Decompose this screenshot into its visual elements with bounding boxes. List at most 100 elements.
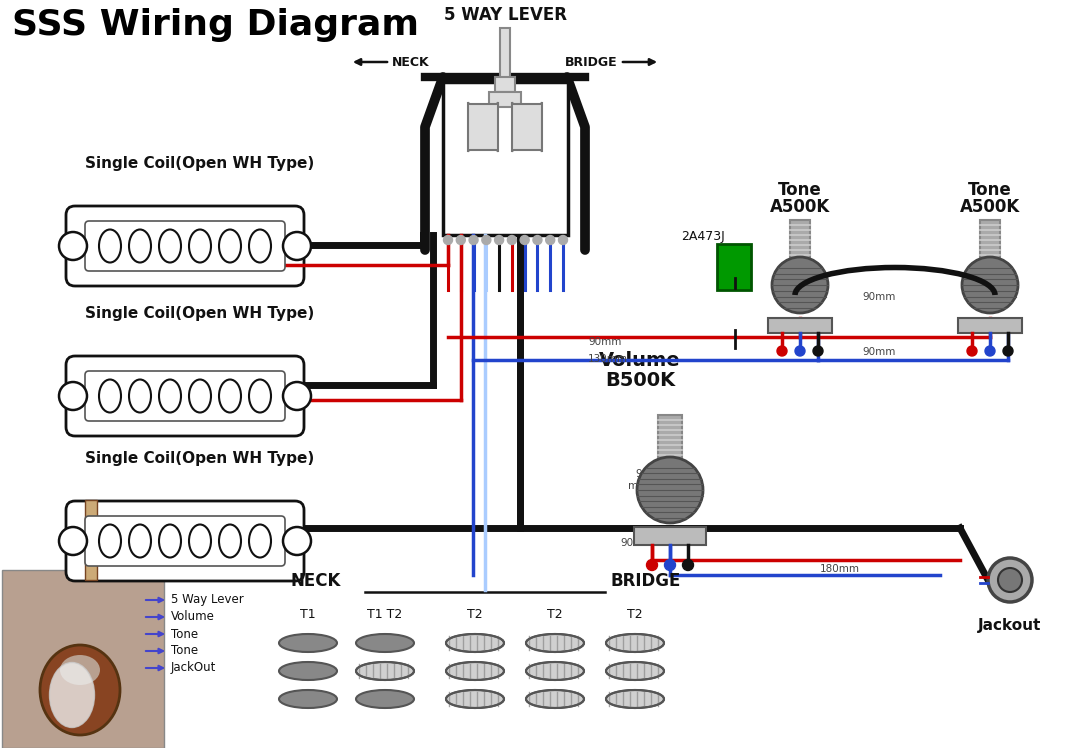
Ellipse shape	[99, 524, 121, 557]
Circle shape	[664, 560, 675, 571]
Circle shape	[637, 457, 703, 523]
Ellipse shape	[40, 645, 120, 735]
Circle shape	[967, 346, 977, 356]
Text: 90mm: 90mm	[620, 538, 653, 548]
Text: BRIDGE: BRIDGE	[565, 55, 618, 69]
Circle shape	[683, 560, 693, 571]
Text: NECK: NECK	[291, 572, 340, 590]
Text: NECK: NECK	[392, 55, 430, 69]
Ellipse shape	[159, 379, 181, 412]
FancyBboxPatch shape	[500, 28, 510, 82]
Ellipse shape	[159, 524, 181, 557]
Circle shape	[482, 236, 490, 245]
Text: JackOut: JackOut	[171, 661, 216, 675]
Text: A500K: A500K	[960, 198, 1021, 216]
Text: Single Coil(Open WH Type): Single Coil(Open WH Type)	[85, 156, 314, 171]
FancyBboxPatch shape	[2, 570, 164, 748]
Text: BRIDGE: BRIDGE	[610, 572, 680, 590]
Text: T1: T1	[300, 608, 315, 621]
Text: 5 Way Lever: 5 Way Lever	[171, 593, 244, 607]
FancyBboxPatch shape	[634, 527, 706, 545]
Circle shape	[283, 527, 311, 555]
Circle shape	[495, 236, 503, 245]
FancyBboxPatch shape	[468, 102, 498, 152]
Ellipse shape	[356, 662, 414, 680]
Text: Tone: Tone	[171, 645, 198, 657]
FancyBboxPatch shape	[85, 371, 285, 421]
Circle shape	[558, 236, 567, 245]
Ellipse shape	[279, 634, 337, 652]
Text: SSS Wiring Diagram: SSS Wiring Diagram	[12, 8, 419, 42]
Text: Volume: Volume	[599, 351, 680, 370]
Ellipse shape	[279, 690, 337, 708]
Ellipse shape	[356, 690, 414, 708]
Text: 2A473J: 2A473J	[681, 230, 725, 242]
Circle shape	[283, 232, 311, 260]
Text: T2: T2	[627, 608, 643, 621]
Text: Tone: Tone	[968, 181, 1012, 199]
Ellipse shape	[219, 379, 241, 412]
Ellipse shape	[189, 524, 211, 557]
Circle shape	[772, 257, 828, 313]
FancyBboxPatch shape	[495, 77, 515, 92]
Text: Volume: Volume	[171, 610, 215, 624]
Circle shape	[59, 382, 87, 410]
FancyBboxPatch shape	[443, 82, 568, 235]
Circle shape	[444, 236, 453, 245]
Text: Single Coil(Open WH Type): Single Coil(Open WH Type)	[85, 450, 314, 465]
Text: Tone: Tone	[171, 628, 198, 640]
Ellipse shape	[219, 524, 241, 557]
Ellipse shape	[60, 655, 100, 685]
Text: Jackout: Jackout	[978, 618, 1042, 633]
FancyBboxPatch shape	[980, 220, 1000, 265]
Text: 90mm: 90mm	[588, 337, 621, 347]
Circle shape	[59, 527, 87, 555]
FancyBboxPatch shape	[789, 220, 810, 265]
FancyBboxPatch shape	[85, 500, 97, 580]
Ellipse shape	[446, 634, 504, 652]
Circle shape	[988, 558, 1032, 602]
Circle shape	[532, 236, 542, 245]
FancyBboxPatch shape	[768, 318, 832, 333]
Circle shape	[998, 568, 1022, 592]
FancyBboxPatch shape	[66, 356, 303, 436]
FancyBboxPatch shape	[85, 221, 285, 271]
Ellipse shape	[129, 524, 151, 557]
Circle shape	[647, 560, 658, 571]
FancyBboxPatch shape	[512, 102, 542, 152]
Text: 90mm: 90mm	[862, 347, 895, 357]
Text: 90mm: 90mm	[862, 292, 895, 302]
Ellipse shape	[189, 230, 211, 263]
Circle shape	[795, 346, 805, 356]
Circle shape	[813, 346, 823, 356]
Text: T2: T2	[468, 608, 483, 621]
Ellipse shape	[606, 690, 664, 708]
Circle shape	[985, 346, 995, 356]
Ellipse shape	[249, 379, 271, 412]
Text: 130mm: 130mm	[588, 354, 627, 364]
Ellipse shape	[159, 230, 181, 263]
Ellipse shape	[526, 634, 584, 652]
FancyBboxPatch shape	[489, 92, 521, 107]
Ellipse shape	[50, 663, 95, 728]
Text: 180mm: 180mm	[820, 564, 860, 574]
Text: Tone: Tone	[778, 181, 822, 199]
Ellipse shape	[606, 662, 664, 680]
Ellipse shape	[526, 662, 584, 680]
Ellipse shape	[249, 230, 271, 263]
Circle shape	[283, 382, 311, 410]
FancyBboxPatch shape	[658, 415, 681, 465]
Ellipse shape	[129, 379, 151, 412]
Circle shape	[521, 236, 529, 245]
Ellipse shape	[189, 379, 211, 412]
Circle shape	[456, 236, 465, 245]
Text: T1 T2: T1 T2	[367, 608, 403, 621]
Ellipse shape	[526, 690, 584, 708]
FancyBboxPatch shape	[717, 244, 751, 290]
Ellipse shape	[446, 662, 504, 680]
Ellipse shape	[129, 230, 151, 263]
Ellipse shape	[356, 634, 414, 652]
Circle shape	[1003, 346, 1013, 356]
Text: A500K: A500K	[770, 198, 831, 216]
Text: T2: T2	[548, 608, 563, 621]
